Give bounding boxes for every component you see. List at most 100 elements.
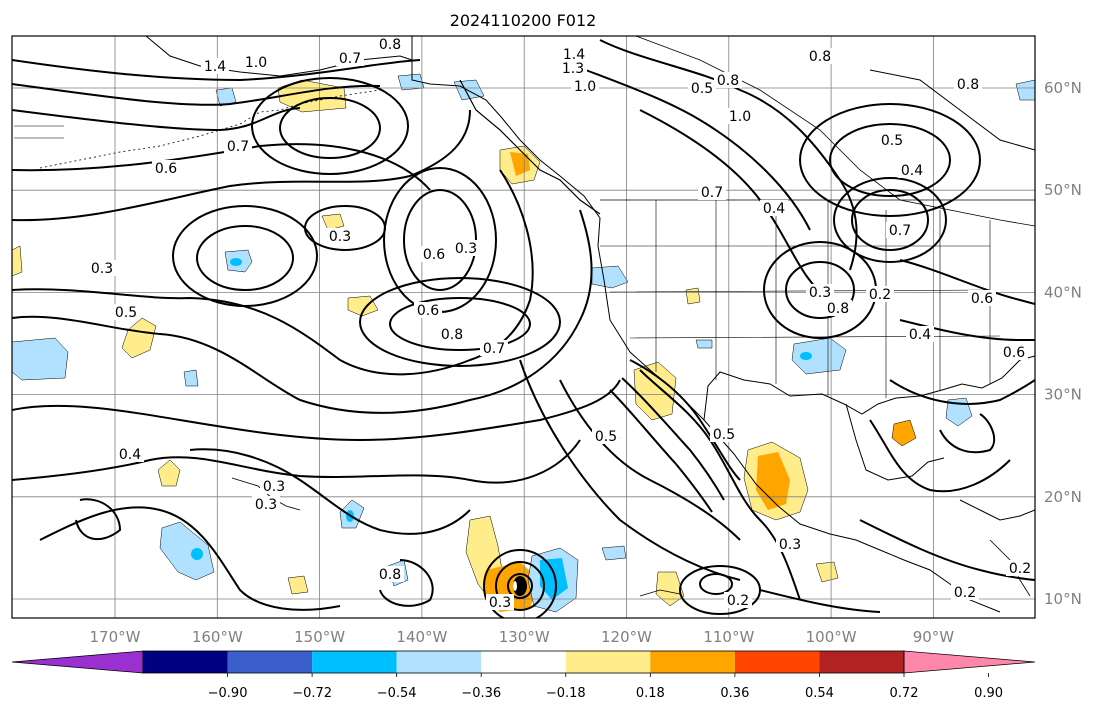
contour-label-bg bbox=[1000, 344, 1028, 360]
contour-label-bg bbox=[776, 536, 804, 552]
contour-label: 1.3 bbox=[562, 61, 584, 77]
shade-blob bbox=[183, 369, 199, 387]
contour-label-bg bbox=[242, 54, 270, 70]
contour-label: 0.5 bbox=[713, 427, 735, 443]
contour-label-bg bbox=[968, 290, 996, 306]
shade-blob bbox=[191, 548, 203, 560]
lat-tick-label: 20°N bbox=[1044, 488, 1082, 506]
contour-label-bg bbox=[898, 162, 926, 178]
contour-label-bg bbox=[414, 302, 442, 318]
colorbar-segment bbox=[396, 651, 482, 673]
contour-label: 0.8 bbox=[441, 327, 463, 343]
shade-blob bbox=[215, 87, 237, 107]
contour-label: 0.5 bbox=[595, 429, 617, 445]
contour-label: 0.7 bbox=[701, 185, 723, 201]
contour-label-bg bbox=[878, 132, 906, 148]
contour-label-bg bbox=[452, 240, 480, 256]
contour-label: 0.8 bbox=[809, 49, 831, 65]
graticule bbox=[12, 36, 1035, 618]
contour-label: 0.4 bbox=[901, 163, 923, 179]
colorbar-tick-label: −0.90 bbox=[208, 686, 248, 701]
lon-tick-label: 150°W bbox=[294, 628, 345, 646]
lon-tick-label: 110°W bbox=[703, 628, 754, 646]
contour-label-bg bbox=[698, 184, 726, 200]
contour-label-bg bbox=[326, 228, 354, 244]
colorbar-segment bbox=[565, 651, 651, 673]
lon-tick-label: 90°W bbox=[913, 628, 955, 646]
shade-blob bbox=[159, 521, 215, 581]
contour-labels: 0.81.4 1.0 0.7 1.41.31.00.80.80.5 0.81.00.70… bbox=[88, 36, 1034, 611]
contour-label-bg bbox=[806, 48, 834, 64]
shade-blob bbox=[510, 152, 530, 176]
colorbar-tick-label: −0.18 bbox=[546, 686, 586, 701]
shade-blob bbox=[540, 558, 568, 600]
contour-label-bg bbox=[824, 300, 852, 316]
shade-blob bbox=[695, 339, 713, 349]
contour-label: 0.7 bbox=[889, 223, 911, 239]
contour-label: 0.5 bbox=[881, 133, 903, 149]
contour-label: 0.3 bbox=[329, 229, 351, 245]
contour-label-bg bbox=[559, 60, 587, 76]
contour-label-bg bbox=[866, 286, 894, 302]
contour-label: 0.3 bbox=[263, 479, 285, 495]
contour-label-bg bbox=[592, 428, 620, 444]
contour-label-bg bbox=[376, 36, 404, 52]
contour-label: 0.8 bbox=[379, 37, 401, 53]
contour-label: 1.0 bbox=[245, 55, 267, 71]
contour-label: 0.8 bbox=[827, 301, 849, 317]
colorbar-extend-low bbox=[11, 650, 144, 674]
contour-label: 1.4 bbox=[204, 59, 226, 75]
shade-blob bbox=[230, 258, 242, 266]
contour-label-bg bbox=[260, 478, 288, 494]
contour-label: 1.0 bbox=[729, 109, 751, 125]
contour-label-bg bbox=[420, 246, 448, 262]
contour-label: 0.3 bbox=[489, 595, 511, 611]
colorbar-segment bbox=[481, 651, 566, 673]
colorbar-segment bbox=[312, 651, 397, 673]
contour-label-bg bbox=[726, 108, 754, 124]
contour-label: 0.5 bbox=[115, 305, 137, 321]
contour-label: 0.7 bbox=[339, 51, 361, 67]
contour-label-bg bbox=[560, 46, 588, 62]
contour-label: 0.3 bbox=[779, 537, 801, 553]
contour-label: 0.6 bbox=[417, 303, 439, 319]
contour-label-bg bbox=[201, 58, 229, 74]
lon-tick-label: 170°W bbox=[90, 628, 141, 646]
contour-label: 0.8 bbox=[717, 73, 739, 89]
colorbar-segment bbox=[650, 651, 735, 673]
map-frame bbox=[11, 35, 1036, 619]
contour-label: 0.8 bbox=[379, 567, 401, 583]
shade-blob bbox=[800, 352, 812, 360]
shade-blob bbox=[601, 545, 627, 561]
colorbar-tick-label: 0.90 bbox=[974, 686, 1003, 701]
center-marker-highlight bbox=[513, 581, 517, 591]
lat-tick-label: 40°N bbox=[1044, 283, 1082, 301]
contour-label: 0.3 bbox=[809, 285, 831, 301]
contour-label-bg bbox=[954, 76, 982, 92]
contour-label-bg bbox=[480, 340, 508, 356]
colorbar-segment bbox=[734, 651, 820, 673]
contour-label-bg bbox=[336, 50, 364, 66]
shade-blob bbox=[321, 213, 345, 231]
contour-label: 0.8 bbox=[957, 77, 979, 93]
shade-blob bbox=[12, 245, 23, 277]
contour-label-bg bbox=[1006, 560, 1034, 576]
contour-label-bg bbox=[116, 446, 144, 462]
colorbar-tick-label: 0.18 bbox=[636, 686, 665, 701]
contour-label-bg bbox=[112, 304, 140, 320]
colorbar-frame bbox=[142, 650, 905, 674]
contour-label-bg bbox=[88, 260, 116, 276]
contour-label-bg bbox=[224, 138, 252, 154]
colorbar-tick-label: −0.36 bbox=[461, 686, 501, 701]
contour-label: 0.7 bbox=[227, 139, 249, 155]
contour-label: 0.7 bbox=[483, 341, 505, 357]
lon-tick-label: 130°W bbox=[499, 628, 550, 646]
colorbar-tick-label: 0.36 bbox=[720, 686, 749, 701]
shade-blob bbox=[12, 337, 69, 381]
contour-label-bg bbox=[571, 78, 599, 94]
contour-label-bg bbox=[486, 594, 514, 610]
colorbar-tick-label: 0.72 bbox=[890, 686, 919, 701]
colorbar-tick-label: −0.72 bbox=[292, 686, 332, 701]
colorbar-tick-label: −0.54 bbox=[377, 686, 417, 701]
contour-label-bg bbox=[724, 592, 752, 608]
